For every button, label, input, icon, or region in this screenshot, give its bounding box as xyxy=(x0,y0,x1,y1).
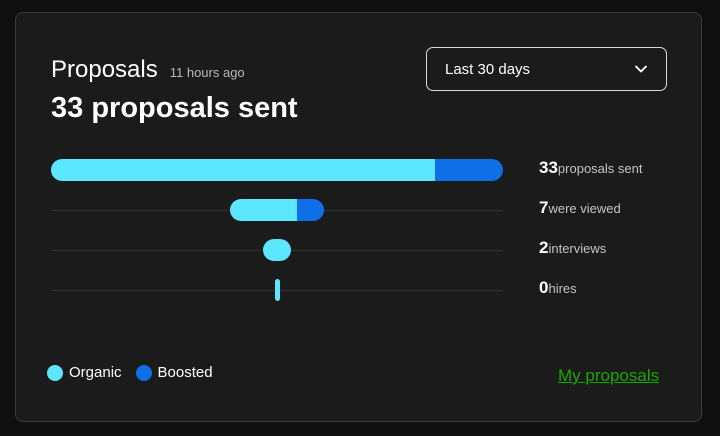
funnel-bar-organic xyxy=(229,199,298,221)
funnel-bar-organic xyxy=(274,279,280,301)
legend-item-boosted: Boosted xyxy=(135,364,213,381)
funnel-stat-label: hires xyxy=(548,281,577,296)
organic-swatch xyxy=(47,364,63,381)
funnel-stat-label: proposals sent xyxy=(557,161,643,176)
title-row: Proposals 11 hours ago xyxy=(51,56,245,84)
funnel-bar-organic xyxy=(51,159,436,181)
funnel-bar-boosted xyxy=(297,199,325,221)
funnel-stat-number: 0 xyxy=(539,278,549,297)
funnel-bar-organic xyxy=(263,239,291,261)
funnel-stat: 33 proposals sent xyxy=(539,158,642,178)
proposals-headline: 33 proposals sent xyxy=(51,92,298,124)
period-dropdown-value: Last 30 days xyxy=(445,60,531,78)
card-title: Proposals xyxy=(51,56,158,83)
legend-item-organic: Organic xyxy=(47,364,122,381)
legend-label-organic: Organic xyxy=(69,364,122,381)
funnel-stat-number: 2 xyxy=(539,238,549,257)
legend: Organic Boosted xyxy=(47,364,213,381)
funnel-stat-number: 33 xyxy=(539,158,558,177)
boosted-swatch xyxy=(135,364,152,381)
my-proposals-link[interactable]: My proposals xyxy=(558,366,660,385)
funnel-stat-label: were viewed xyxy=(548,201,621,216)
funnel-stat-label: interviews xyxy=(548,241,607,256)
updated-timestamp: 11 hours ago xyxy=(169,65,245,80)
funnel-bar-boosted xyxy=(435,159,503,181)
proposals-funnel xyxy=(51,148,503,318)
legend-label-boosted: Boosted xyxy=(157,364,213,381)
funnel-stat-number: 7 xyxy=(539,198,549,217)
funnel-stat: 2 interviews xyxy=(539,238,606,258)
funnel-stat: 7 were viewed xyxy=(539,198,621,218)
period-dropdown[interactable]: Last 30 days xyxy=(426,47,667,91)
funnel-stat: 0 hires xyxy=(539,278,577,298)
chevron-down-icon xyxy=(635,65,647,73)
